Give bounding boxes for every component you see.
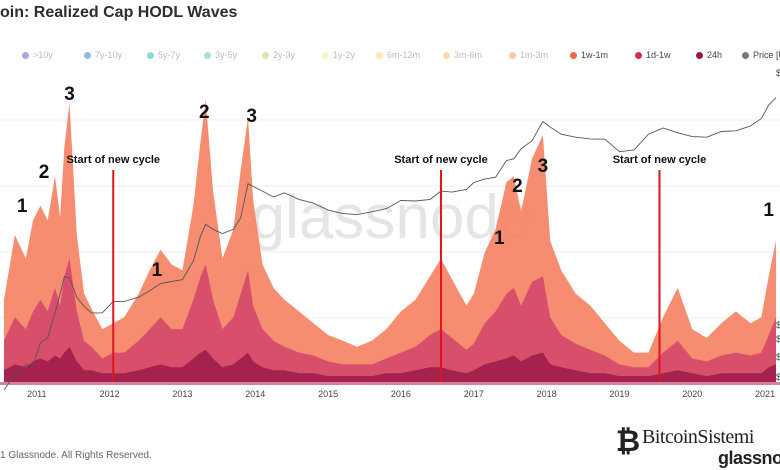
price-line [3, 97, 777, 391]
legend-swatch [696, 51, 703, 59]
legend-item[interactable]: Price [U [742, 48, 780, 62]
wave-label: 3 [538, 156, 549, 177]
price-series [3, 97, 777, 391]
watermark: glassnode [251, 183, 534, 252]
legend-swatch [147, 51, 154, 59]
x-tick-label: 2021 [755, 389, 775, 399]
wave-label: 3 [64, 84, 75, 105]
right-tick-label: $ [776, 352, 780, 362]
legend-label: 1y-2y [333, 50, 356, 60]
hodl-waves [0, 99, 780, 385]
area-series-24h [4, 346, 776, 382]
wave-label: 1 [17, 196, 28, 217]
legend: >10y 7y-10y 5y-7y 3y-5y 2y-3y 1y-2y 6m-12m 3m-6… [0, 48, 780, 64]
wave-label: 2 [199, 102, 210, 123]
brand-name: BitcoinSistemi [642, 426, 754, 448]
legend-label: 24h [707, 50, 723, 60]
legend-label: 7y-10y [95, 50, 123, 60]
legend-swatch [376, 51, 383, 59]
legend-item[interactable]: 6m-12m [376, 48, 420, 62]
cycle-label: Start of new cycle [394, 154, 488, 166]
right-tick-label: $ [776, 68, 780, 78]
area-series-1d-1w [4, 258, 776, 382]
x-tick-label: 2016 [391, 389, 411, 399]
legend-swatch [84, 51, 91, 59]
copyright: 1 Glassnode. All Rights Reserved. [0, 450, 152, 461]
legend-label: 1d-1w [646, 50, 671, 60]
brand-watermark: ₿ BitcoinSistemi glassno [614, 424, 780, 468]
legend-swatch [204, 51, 211, 59]
wave-label: 2 [39, 162, 50, 183]
chart: glassnode Start of new cycle Start of new… [0, 68, 780, 399]
right-tick-label: $ [776, 372, 780, 382]
legend-label: >10y [33, 50, 53, 60]
wave-label: 1 [763, 200, 774, 221]
x-tick-label: 2017 [464, 389, 484, 399]
x-tick-label: 2012 [100, 389, 120, 399]
x-tick-label: 2018 [537, 389, 557, 399]
legend-label: 3m-6m [454, 50, 483, 60]
legend-swatch [22, 51, 29, 59]
legend-item[interactable]: 1y-2y [322, 48, 355, 62]
right-tick-label: $ [776, 334, 780, 344]
wave-label: 1 [494, 228, 505, 249]
legend-swatch [443, 51, 450, 59]
legend-swatch [742, 51, 749, 59]
legend-swatch [635, 51, 642, 59]
x-tick-label: 2019 [609, 389, 629, 399]
wave-label: 1 [152, 260, 163, 281]
brand-sub: glassno [718, 448, 780, 468]
cycle-label: Start of new cycle [66, 154, 160, 166]
x-tick-label: 2014 [245, 389, 265, 399]
legend-item[interactable]: 1w-1m [570, 48, 608, 62]
legend-swatch [509, 51, 516, 59]
legend-item[interactable]: 3m-6m [443, 48, 482, 62]
x-tick-label: 2015 [318, 389, 338, 399]
legend-item[interactable]: 1d-1w [635, 48, 671, 62]
legend-label: 2y-3y [273, 50, 296, 60]
wave-label: 3 [246, 106, 257, 127]
svg-text:₿: ₿ [616, 424, 640, 456]
legend-item[interactable]: 5y-7y [147, 48, 180, 62]
wave-label: 2 [512, 176, 523, 197]
legend-item[interactable]: >10y [22, 48, 53, 62]
legend-item[interactable]: 3y-5y [204, 48, 237, 62]
legend-label: 1w-1m [581, 50, 609, 60]
x-tick-label: 2020 [682, 389, 702, 399]
legend-label: 3y-5y [215, 50, 238, 60]
legend-item[interactable]: 1m-3m [509, 48, 548, 62]
legend-label: Price [U [753, 50, 780, 60]
legend-label: 1m-3m [520, 50, 549, 60]
cycle-markers: Start of new cycle Start of new cycle Star… [66, 154, 706, 382]
right-tick-label: $ [776, 320, 780, 330]
legend-item[interactable]: 24h [696, 48, 722, 62]
legend-label: 5y-7y [158, 50, 181, 60]
area-baseline [0, 382, 780, 385]
legend-item[interactable]: 7y-10y [84, 48, 122, 62]
legend-item[interactable]: 2y-3y [262, 48, 295, 62]
chart-title: oin: Realized Cap HODL Waves [0, 4, 238, 21]
right-axis: $ $ $ $ $ [776, 68, 780, 382]
cycle-label: Start of new cycle [613, 154, 707, 166]
x-tick-label: 2011 [27, 389, 46, 399]
legend-label: 6m-12m [387, 50, 421, 60]
legend-swatch [570, 51, 577, 59]
x-axis: 2011 2012 2013 2014 2015 2016 2017 2018 2019 2020… [27, 389, 775, 399]
x-tick-label: 2013 [172, 389, 192, 399]
legend-swatch [322, 51, 329, 59]
bitcoin-logo-icon: ₿ [616, 424, 640, 456]
legend-swatch [262, 51, 269, 59]
